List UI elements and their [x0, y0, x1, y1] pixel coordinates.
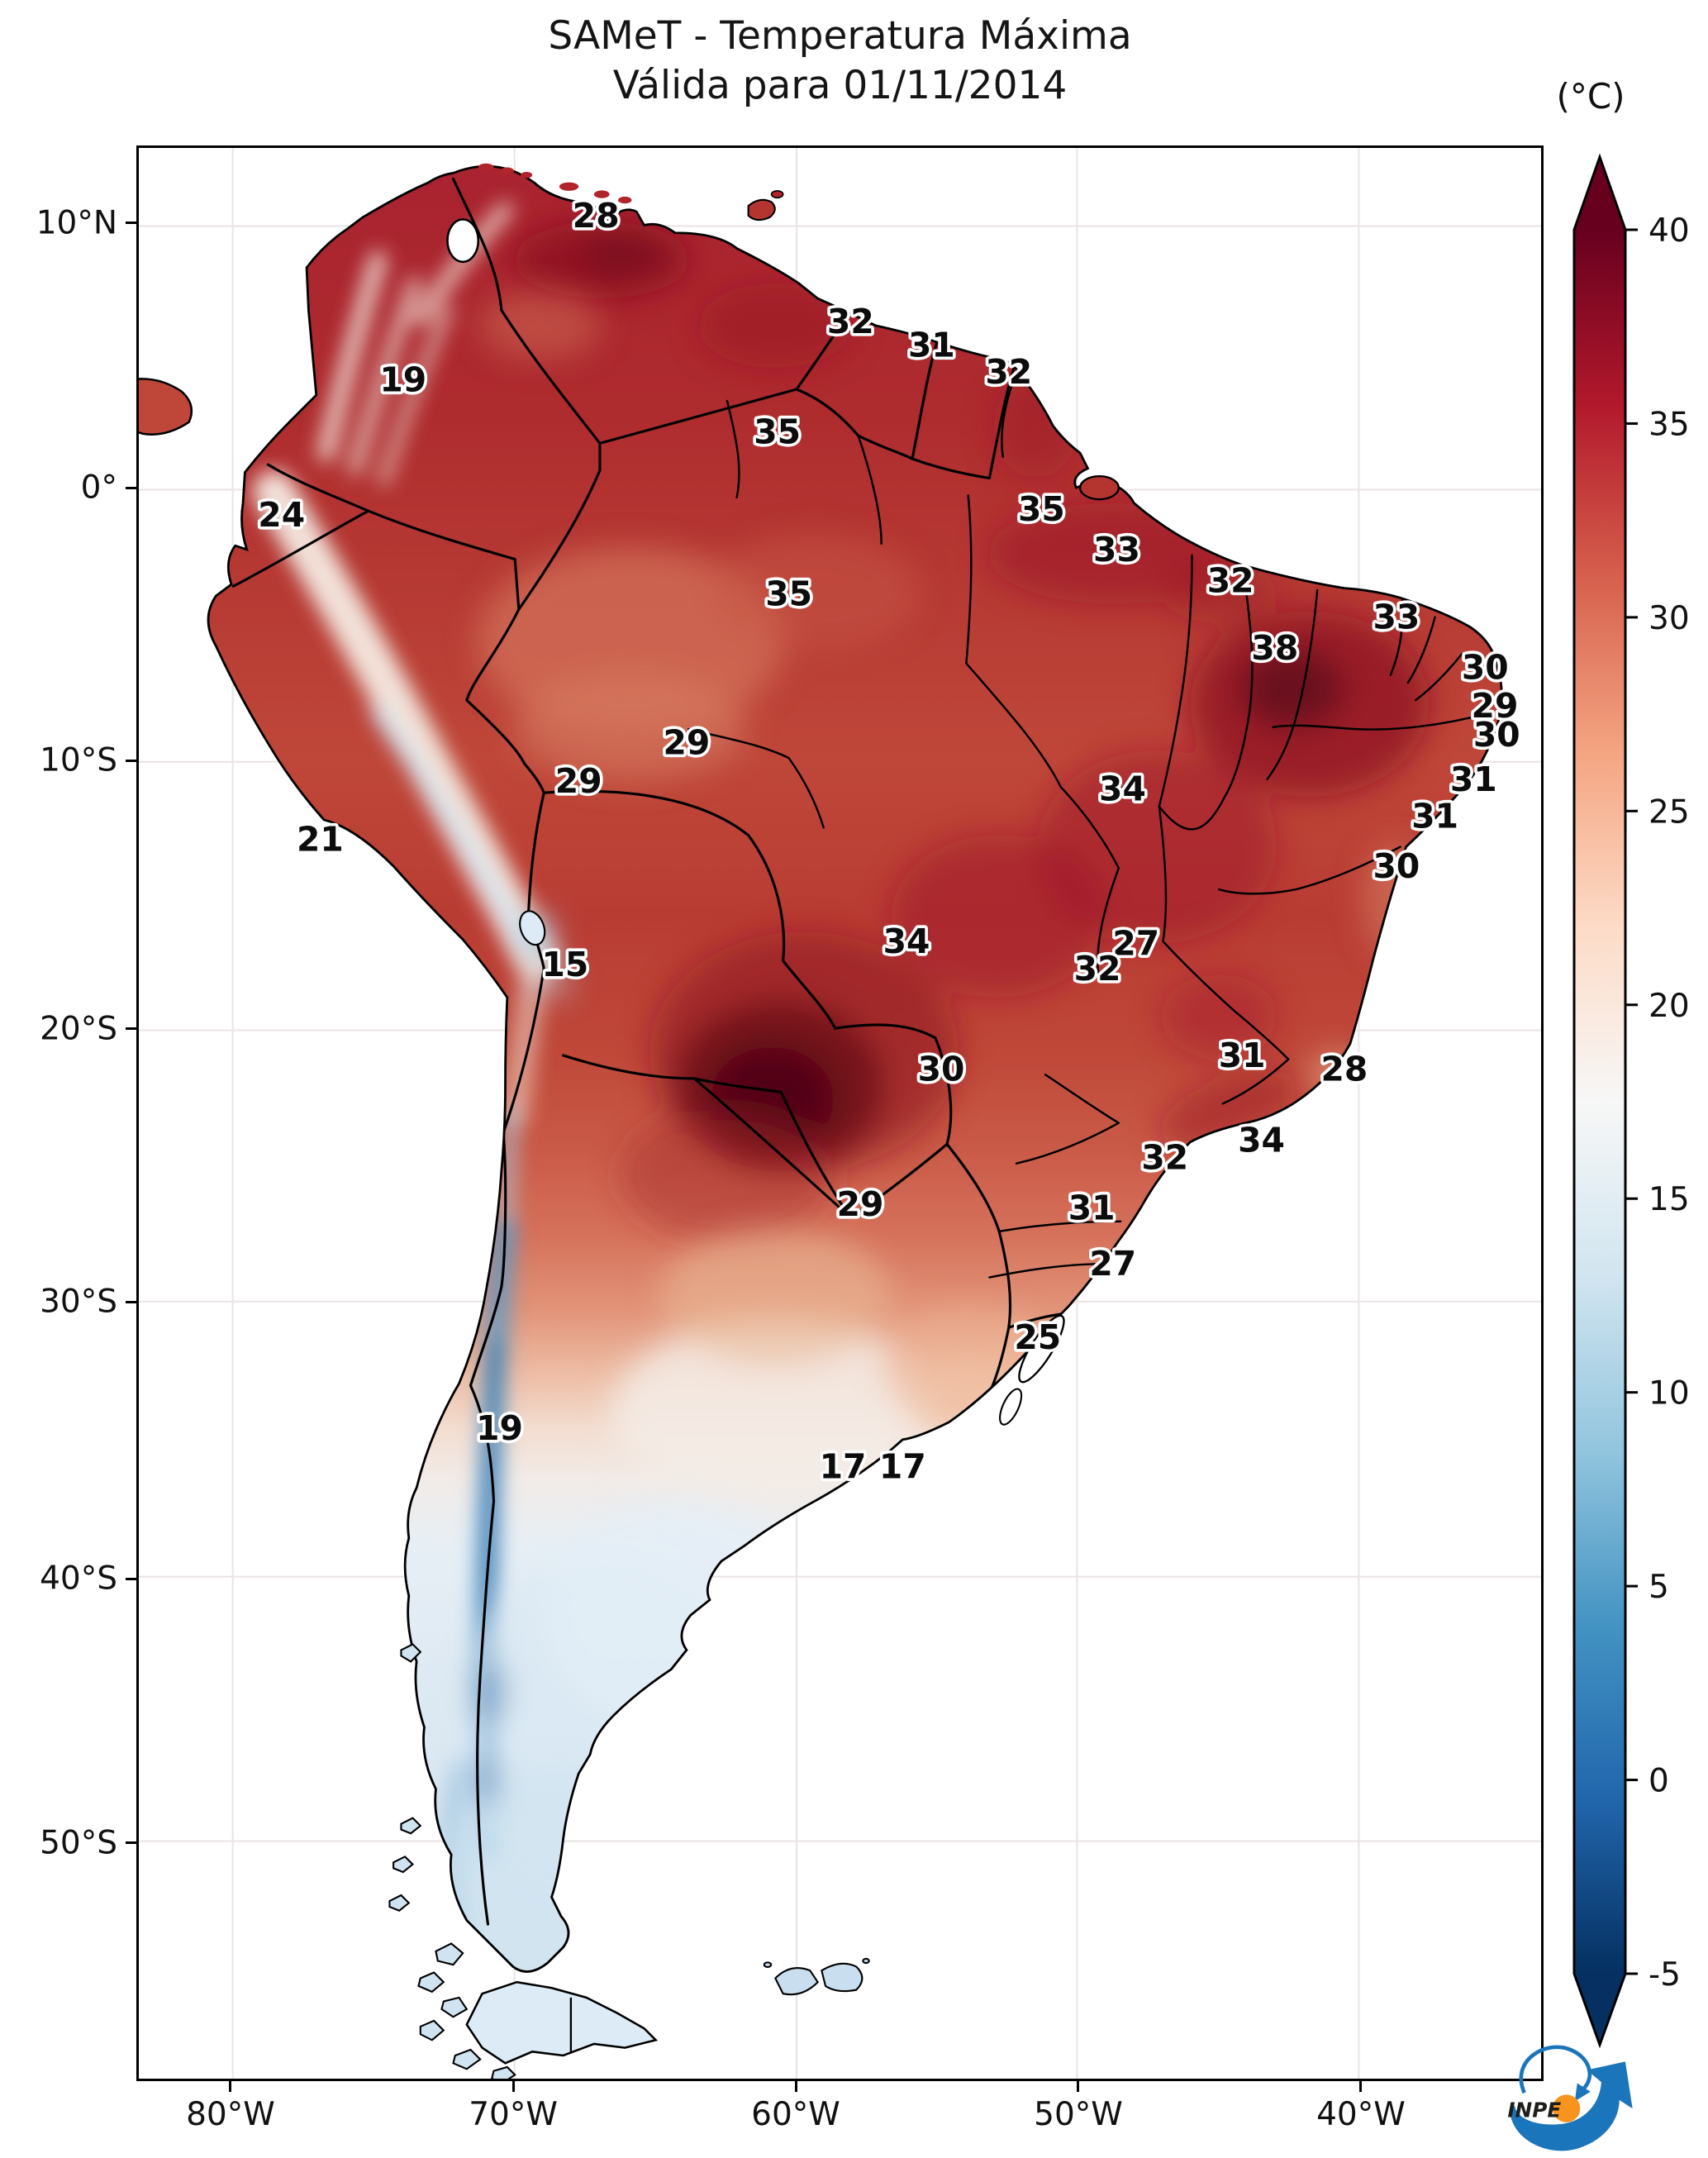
temperature-value-label: 27: [1089, 1244, 1136, 1284]
temperature-value-label: 32: [1074, 949, 1121, 988]
temperature-value-label: 31: [1219, 1036, 1266, 1075]
colorbar-tick-label: 0: [1649, 1763, 1669, 1800]
y-tick-mark: [126, 1027, 136, 1031]
temperature-value-label: 31: [1450, 760, 1497, 799]
title-line-2: Válida para 01/11/2014: [612, 63, 1068, 109]
inpe-logo-orbit-arrowhead: [1574, 2083, 1591, 2102]
temperature-value-label: 27: [1112, 923, 1159, 963]
colorbar-unit-label: (°C): [1556, 76, 1625, 117]
y-tick-label: 10°N: [36, 204, 117, 242]
temperature-value-label: 17: [820, 1446, 867, 1486]
title-line-1: SAMeT - Temperatura Máxima: [548, 13, 1132, 59]
y-tick-mark: [126, 759, 136, 762]
temperature-value-label: 38: [1251, 628, 1298, 668]
y-tick-label: 50°S: [40, 1824, 117, 1862]
y-tick-mark: [126, 1841, 136, 1845]
x-tick-label: 70°W: [469, 2096, 558, 2133]
x-tick-label: 50°W: [1034, 2096, 1123, 2133]
x-tick-mark: [229, 2081, 232, 2092]
coastline: [207, 164, 1503, 1973]
y-tick-label: 0°: [80, 469, 117, 507]
islands: [139, 163, 1120, 2079]
temperature-value-label: 32: [1141, 1138, 1188, 1178]
temperature-value-label: 29: [837, 1184, 884, 1224]
temperature-value-label: 29: [664, 722, 711, 762]
x-tick-mark: [511, 2081, 515, 2092]
temperature-value-label: 30: [1373, 846, 1420, 886]
temperature-value-label: 34: [883, 922, 930, 961]
colorbar-tick-label: 20: [1649, 988, 1690, 1025]
y-tick-mark: [126, 486, 136, 489]
colorbar-tick-label: 40: [1649, 212, 1690, 250]
temperature-value-label: 28: [1320, 1049, 1368, 1089]
temperature-value-label: 33: [1093, 530, 1140, 569]
temperature-value-label: 34: [1099, 769, 1146, 809]
temperature-value-label: 29: [555, 761, 602, 801]
y-tick-mark: [126, 1300, 136, 1303]
x-tick-label: 60°W: [751, 2096, 840, 2133]
temperature-value-label: 30: [918, 1049, 965, 1089]
colorbar-tick-label: 25: [1649, 793, 1690, 831]
inpe-logo: INPE: [1507, 2045, 1633, 2151]
x-tick-label: 40°W: [1316, 2096, 1406, 2133]
colorbar-ticks: 40 35 30 25 20 15 10 5 0 -5: [1625, 212, 1690, 1994]
y-tick-label: 40°S: [40, 1560, 117, 1598]
temperature-value-label: 32: [985, 352, 1032, 392]
colorbar-tick-label: 35: [1649, 406, 1690, 443]
country-borders: [231, 177, 1063, 1926]
temperature-colorbar: 40 35 30 25 20 15 10 5 0 -5: [1572, 153, 1690, 2049]
temperature-value-label: 19: [476, 1408, 523, 1448]
temperature-value-label: 31: [1068, 1188, 1116, 1227]
figure-title: SAMeT - Temperatura Máxima Válida para 0…: [136, 12, 1544, 111]
x-tick-mark: [1077, 2081, 1080, 2092]
temperature-value-label: 29: [1472, 686, 1519, 726]
temperature-value-label: 17: [879, 1446, 926, 1486]
temperature-value-label: 32: [827, 302, 874, 341]
temperature-value-label: 35: [754, 412, 801, 451]
colorbar-tick-label: 10: [1649, 1375, 1690, 1412]
x-tick-mark: [794, 2081, 797, 2092]
temperature-value-label: 24: [258, 495, 305, 535]
temperature-value-label: 35: [1018, 489, 1065, 529]
temperature-value-label: 19: [379, 360, 426, 399]
x-tick-label: 80°W: [186, 2096, 275, 2133]
y-tick-mark: [126, 222, 136, 225]
colorbar-tick-label: -5: [1649, 1956, 1681, 1994]
temperature-value-label: 15: [541, 945, 588, 984]
temperature-value-label: 35: [765, 574, 812, 614]
y-tick-label: 30°S: [40, 1283, 117, 1321]
temperature-value-label: 25: [1014, 1317, 1061, 1357]
x-tick-mark: [1359, 2081, 1363, 2092]
temperature-field: [208, 166, 1502, 1972]
y-tick-label: 20°S: [40, 1010, 117, 1048]
temperature-value-label: 32: [1207, 560, 1254, 600]
colorbar-tick-label: 5: [1649, 1569, 1669, 1606]
inpe-logo-text: INPE: [1507, 2098, 1561, 2122]
y-tick-mark: [126, 1577, 136, 1580]
inpe-logo-orbit-line: [1519, 2045, 1592, 2094]
temperature-value-label: 34: [1238, 1121, 1285, 1160]
map-plot-area: 28 32 31 32 19 35 24 35 33 32 35 33 38 30 29 30 29 31 29 34…: [136, 145, 1633, 2151]
y-tick-label: 10°S: [40, 741, 117, 779]
temperature-value-label: 21: [297, 819, 344, 859]
lakes: [446, 218, 1065, 1426]
temperature-value-label: 31: [908, 325, 955, 364]
state-borders: [687, 370, 1488, 1279]
colorbar-tick-label: 30: [1649, 600, 1690, 637]
colorbar-gradient-bar: [1572, 153, 1627, 2049]
temperature-value-label: 28: [573, 196, 620, 236]
temperature-value-label: 31: [1411, 796, 1458, 836]
inpe-logo-orange-dot: [1552, 2094, 1581, 2122]
temperature-value-label: 30: [1462, 647, 1509, 687]
inpe-logo-swoosh-arrow: [1510, 2061, 1633, 2151]
temperature-value-label: 33: [1373, 598, 1420, 637]
colorbar-tick-label: 15: [1649, 1181, 1690, 1218]
temperature-value-label: 30: [1473, 715, 1520, 755]
